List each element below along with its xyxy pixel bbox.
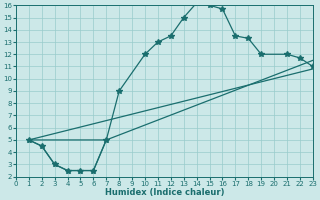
X-axis label: Humidex (Indice chaleur): Humidex (Indice chaleur) bbox=[105, 188, 224, 197]
